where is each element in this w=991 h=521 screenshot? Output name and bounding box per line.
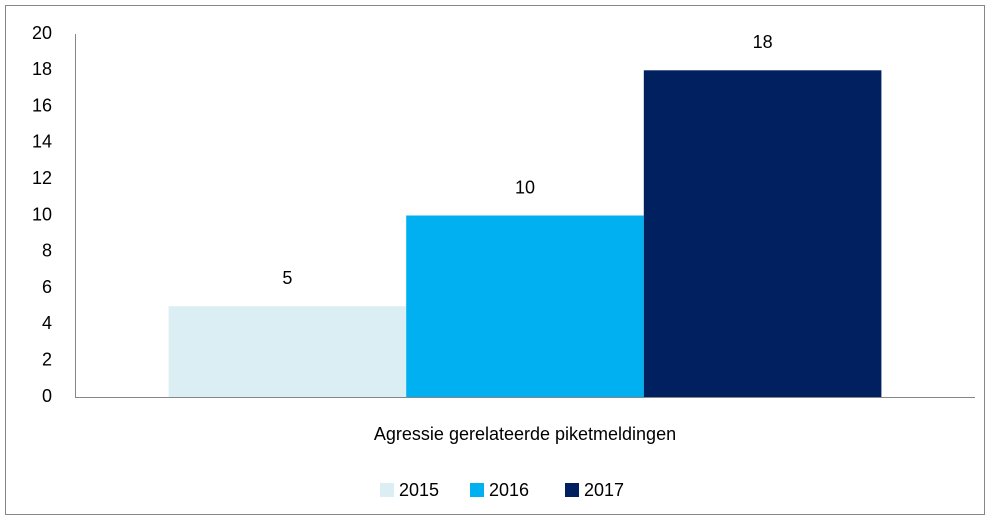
y-tick-label: 14 (32, 132, 52, 152)
y-tick-label: 6 (42, 277, 52, 297)
y-tick-label: 18 (32, 59, 52, 79)
legend-label: 2016 (489, 480, 529, 500)
y-tick-label: 0 (42, 386, 52, 406)
y-tick-label: 4 (42, 313, 52, 333)
bar (168, 306, 407, 397)
data-label: 18 (753, 32, 773, 52)
y-tick-label: 10 (32, 204, 52, 224)
legend-swatch (470, 483, 484, 497)
data-label: 10 (515, 177, 535, 197)
legend-swatch (565, 483, 579, 497)
y-tick-label: 12 (32, 168, 52, 188)
y-tick-label: 8 (42, 241, 52, 261)
x-tick-label: Agressie gerelateerde piketmeldingen (374, 424, 676, 444)
bar (643, 70, 882, 398)
y-tick-label: 2 (42, 349, 52, 369)
data-label: 5 (282, 268, 292, 288)
y-tick-label: 16 (32, 95, 52, 115)
bar (406, 215, 644, 397)
legend-label: 2015 (399, 480, 439, 500)
y-tick-label: 20 (32, 23, 52, 43)
legend-swatch (380, 483, 394, 497)
legend-label: 2017 (584, 480, 624, 500)
